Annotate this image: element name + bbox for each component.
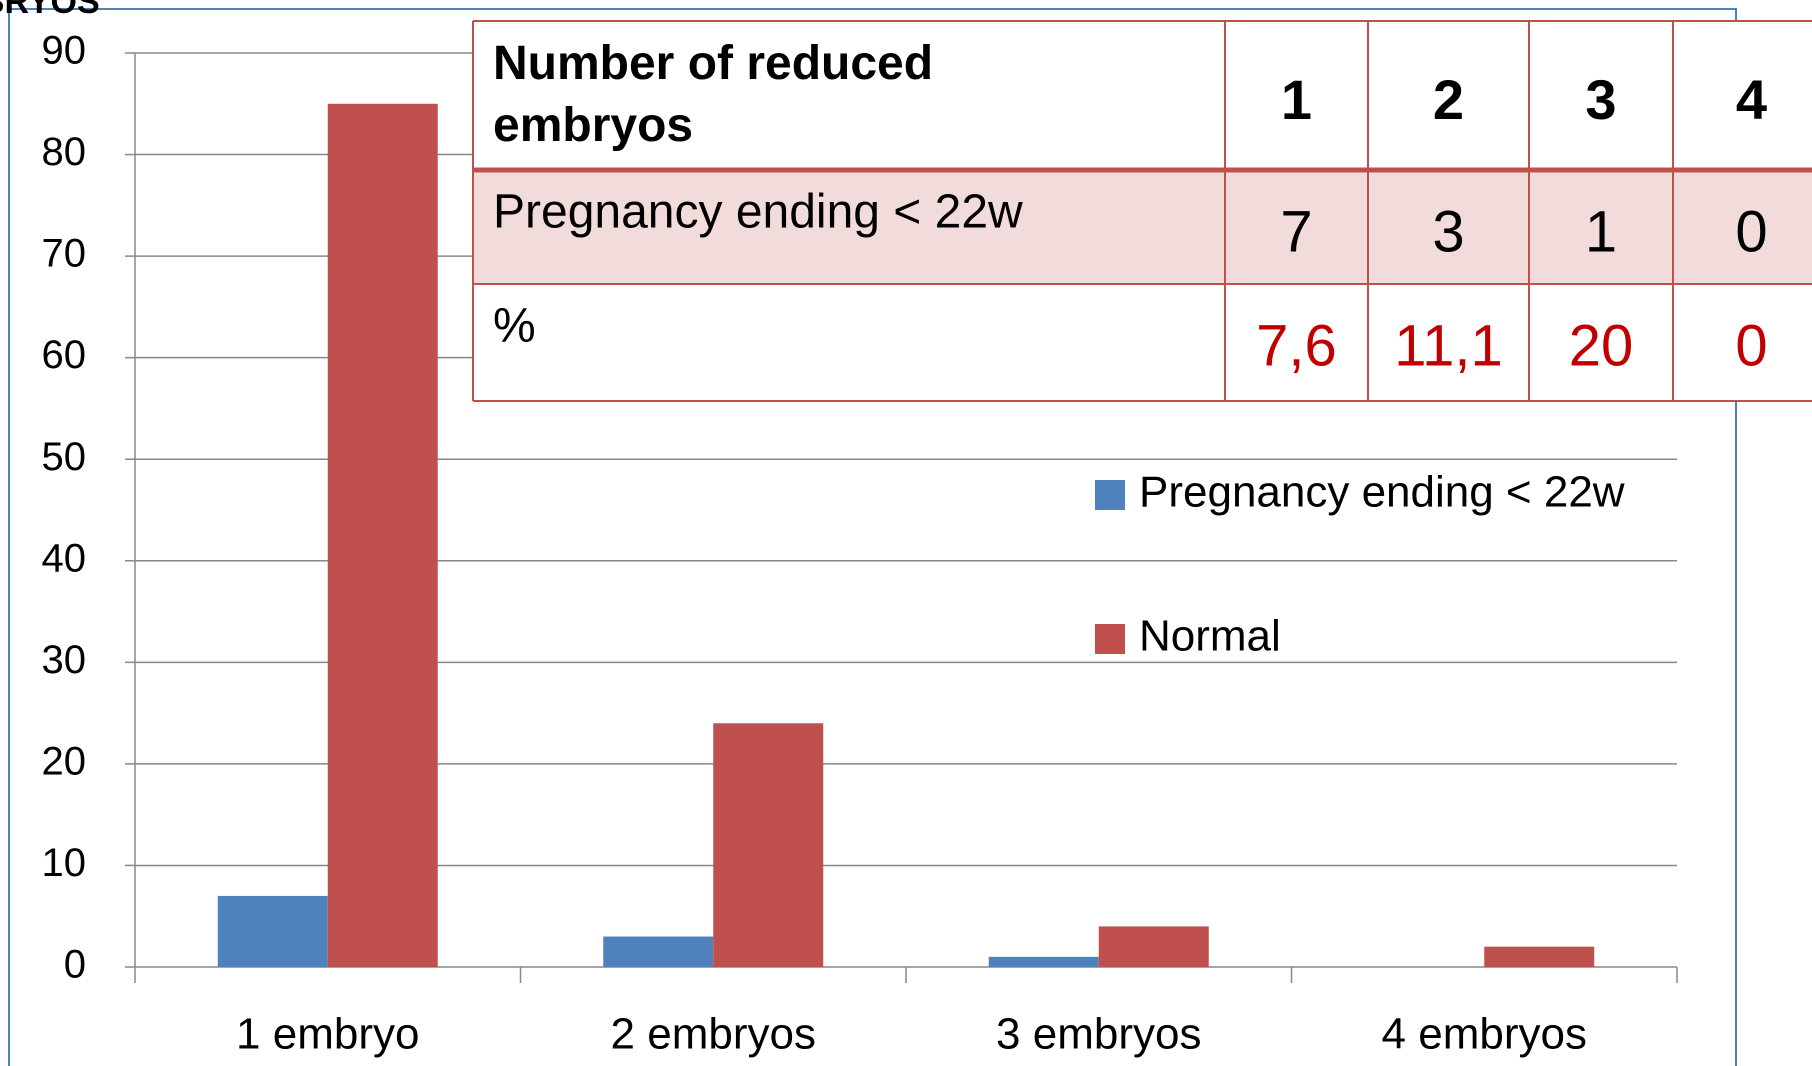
bar	[1098, 926, 1209, 967]
chart-title: BRYOS	[0, 0, 100, 21]
bar	[327, 103, 438, 968]
bar	[217, 895, 328, 967]
table-header-cell: 2	[1433, 68, 1464, 131]
legend-label: Pregnancy ending < 22w	[1139, 468, 1625, 517]
table-cell: 0	[1735, 199, 1767, 264]
table-row-bg	[473, 170, 1812, 284]
y-tick-label: 20	[42, 739, 87, 783]
table-cell: 0	[1735, 313, 1767, 378]
x-tick-label: 1 embryo	[236, 1010, 419, 1059]
table-header-cell: Number of reduced embryos	[493, 37, 933, 152]
bar	[713, 723, 824, 967]
y-tick-label: 60	[42, 333, 87, 377]
table-cell: 20	[1569, 313, 1634, 378]
table-row-label: Pregnancy ending < 22w	[493, 186, 1023, 239]
y-tick-label: 0	[64, 943, 86, 987]
legend-label: Normal	[1139, 612, 1281, 661]
table-cell: 3	[1432, 199, 1464, 264]
bar	[1484, 946, 1595, 967]
table-header-cell: 3	[1585, 68, 1616, 131]
table-cell: 7	[1280, 199, 1312, 264]
y-tick-label: 10	[42, 841, 87, 885]
y-tick-label: 70	[42, 232, 87, 276]
table-header-cell: 1	[1281, 68, 1312, 131]
x-tick-label: 2 embryos	[611, 1010, 816, 1059]
y-tick-label: 90	[42, 29, 87, 73]
bar	[988, 956, 1099, 967]
table-cell: 1	[1585, 199, 1617, 264]
bar	[603, 936, 714, 967]
y-tick-label: 30	[42, 638, 87, 682]
y-tick-label: 80	[42, 130, 87, 174]
x-tick-label: 3 embryos	[996, 1010, 1201, 1059]
y-tick-label: 40	[42, 536, 87, 580]
table-row-label: %	[493, 300, 536, 353]
y-tick-label: 50	[42, 435, 87, 479]
table-header-cell: 4	[1736, 68, 1767, 131]
x-tick-label: 4 embryos	[1382, 1010, 1587, 1059]
table-cell: 7,6	[1256, 313, 1337, 378]
legend-swatch	[1095, 480, 1125, 510]
table-cell: 11,1	[1394, 313, 1503, 378]
legend-swatch	[1095, 624, 1125, 654]
chart-frame	[8, 8, 1737, 1066]
